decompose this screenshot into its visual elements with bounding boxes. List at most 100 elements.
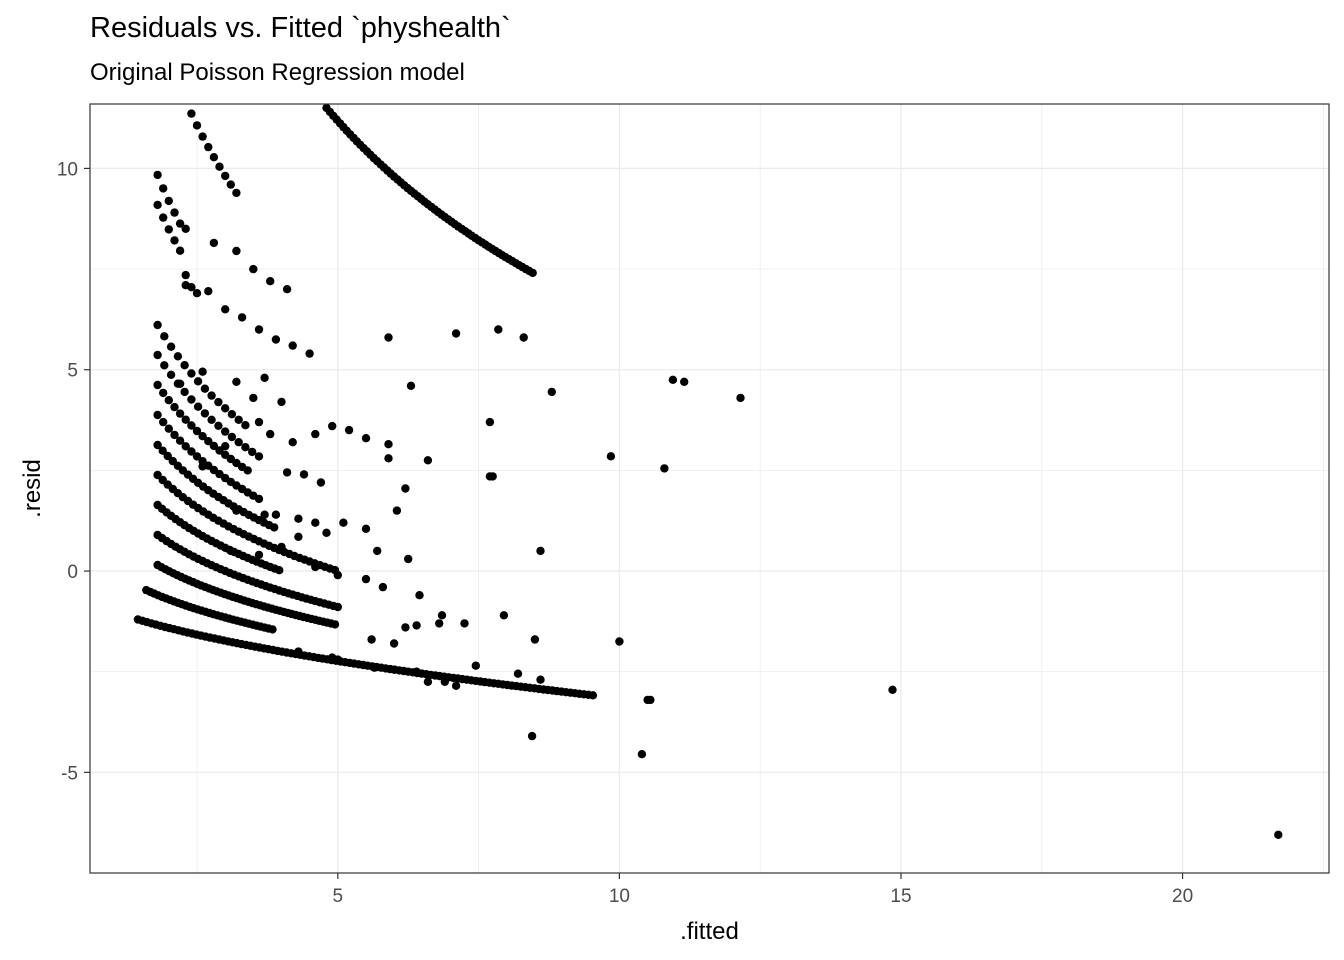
data-point	[373, 546, 382, 556]
data-point	[378, 582, 388, 592]
data-point	[227, 410, 237, 419]
data-point	[192, 452, 202, 461]
data-point	[305, 349, 314, 358]
data-point	[260, 510, 269, 519]
data-point	[451, 681, 461, 690]
data-point	[187, 421, 196, 430]
data-point	[646, 695, 655, 705]
x-tick-label: 10	[609, 886, 630, 907]
data-point	[232, 188, 241, 198]
data-point	[536, 675, 545, 684]
data-point	[159, 388, 168, 398]
data-point	[232, 377, 241, 386]
data-point	[198, 432, 207, 441]
data-point	[198, 367, 207, 376]
data-point	[193, 402, 203, 411]
data-point	[153, 350, 162, 360]
data-point	[160, 332, 169, 341]
data-point	[175, 379, 185, 388]
data-point	[166, 370, 176, 379]
data-point	[404, 554, 413, 564]
data-point	[294, 647, 303, 656]
data-point	[234, 415, 243, 424]
data-point	[158, 446, 167, 455]
data-point	[234, 438, 243, 447]
data-point	[226, 180, 235, 189]
data-point	[275, 566, 284, 575]
data-point	[294, 514, 303, 523]
data-point	[207, 391, 216, 400]
data-point	[488, 472, 497, 481]
data-point	[435, 619, 444, 628]
data-point	[232, 506, 241, 515]
data-point	[153, 440, 162, 450]
data-point	[660, 464, 669, 473]
x-axis-title: .fitted	[680, 918, 739, 945]
y-tick-label: 0	[67, 562, 78, 583]
data-point	[187, 395, 196, 404]
data-point	[198, 132, 207, 141]
data-point	[412, 621, 421, 630]
data-point	[333, 602, 342, 612]
data-point	[344, 425, 354, 435]
data-point	[277, 397, 286, 407]
data-point	[440, 677, 449, 686]
data-point	[536, 546, 545, 556]
data-point	[192, 426, 202, 436]
data-point	[606, 452, 616, 461]
data-point	[249, 393, 258, 403]
y-tick-label: 10	[57, 159, 78, 180]
data-point	[282, 468, 292, 477]
data-point	[271, 510, 281, 519]
data-point	[175, 436, 185, 445]
data-point	[159, 213, 168, 222]
data-point	[221, 442, 230, 451]
data-point	[187, 109, 196, 118]
data-point	[266, 429, 275, 439]
data-point	[237, 313, 247, 322]
grid-lines	[90, 104, 1329, 874]
data-point	[494, 325, 503, 334]
data-point	[153, 380, 162, 390]
data-point	[588, 691, 598, 700]
data-point	[254, 325, 264, 334]
data-point	[384, 333, 393, 342]
data-point	[192, 289, 202, 298]
data-point	[153, 170, 162, 180]
data-point	[423, 456, 433, 465]
data-point	[460, 619, 469, 628]
data-point	[180, 387, 189, 397]
data-point	[299, 470, 309, 479]
data-point	[485, 417, 495, 427]
data-point	[254, 494, 264, 504]
data-point	[175, 246, 185, 255]
chart-title: Residuals vs. Fitted `physhealth`	[90, 12, 511, 44]
data-point	[499, 611, 509, 620]
data-point	[311, 518, 320, 527]
data-point	[214, 421, 223, 430]
data-point	[164, 424, 173, 433]
data-point	[288, 438, 297, 447]
data-point	[528, 268, 537, 278]
data-point	[241, 443, 250, 452]
data-point	[333, 655, 342, 664]
data-point	[282, 285, 292, 294]
data-point	[187, 447, 196, 456]
data-point	[361, 574, 371, 584]
data-point	[384, 440, 393, 449]
data-point	[412, 667, 421, 676]
data-point	[437, 611, 447, 620]
data-point	[159, 417, 168, 427]
data-points	[133, 103, 1283, 839]
data-point	[333, 570, 342, 580]
panel-border	[89, 103, 1330, 874]
panel-background	[90, 104, 1329, 873]
data-point	[181, 415, 190, 424]
data-point	[221, 305, 230, 314]
data-point	[204, 142, 213, 152]
data-point	[330, 620, 340, 629]
data-point	[227, 432, 237, 442]
data-point	[226, 546, 235, 556]
y-tick-label: -5	[61, 763, 78, 784]
y-tick-label: 5	[67, 361, 78, 382]
